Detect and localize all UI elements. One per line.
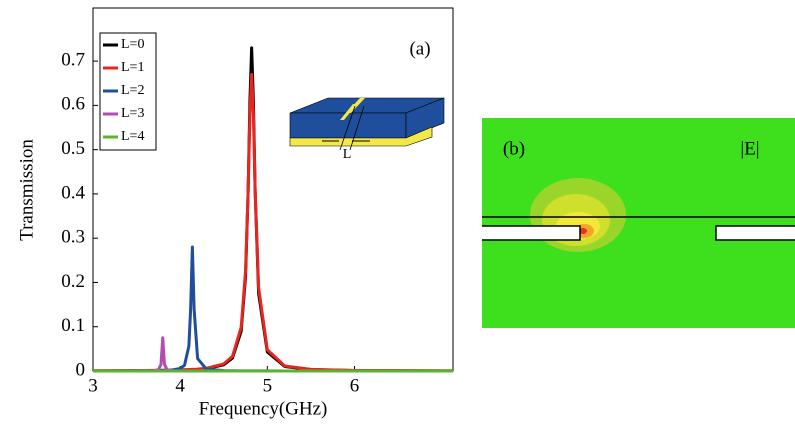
legend-label: L=3 [121, 106, 144, 121]
legend-label: L=1 [121, 60, 144, 75]
y-tick-label: 0.7 [61, 49, 85, 70]
x-axis-label: Frequency(GHz) [199, 398, 328, 419]
legend: L=0 L=1 L=2 L=3 L=4 [99, 32, 157, 151]
y-tick-label: 0.1 [61, 315, 85, 336]
legend-label: L=2 [121, 83, 144, 98]
panel-label: (a) [409, 38, 430, 59]
conductor [482, 225, 581, 241]
x-tick-label: 4 [175, 375, 185, 396]
legend-label: L=4 [121, 129, 144, 144]
slot-edge [339, 105, 356, 151]
x-tick-label: 6 [350, 375, 360, 396]
slot [340, 104, 357, 120]
inset-label: L [343, 147, 352, 162]
x-tick-label: 5 [263, 375, 273, 396]
inset: L [289, 97, 445, 162]
y-tick-label: 0.2 [61, 271, 85, 292]
panel-label: (b) [503, 138, 525, 159]
y-tick-label: 0.4 [61, 182, 85, 203]
panel-b: (b) |E| [482, 118, 795, 328]
legend-label: L=0 [121, 37, 144, 52]
slab-side [405, 97, 445, 139]
y-axis-label: Transmission [16, 139, 37, 241]
field-label: |E| [740, 138, 759, 159]
y-tick-label: 0.6 [61, 94, 85, 115]
x-tick-label: 3 [88, 375, 98, 396]
slot-edge [349, 105, 365, 151]
y-tick-label: 0.5 [61, 138, 85, 159]
y-tick-label: 0.3 [61, 227, 85, 248]
y-tick-label: 0 [76, 359, 86, 380]
conductor [715, 225, 795, 241]
field-contour [579, 228, 587, 234]
